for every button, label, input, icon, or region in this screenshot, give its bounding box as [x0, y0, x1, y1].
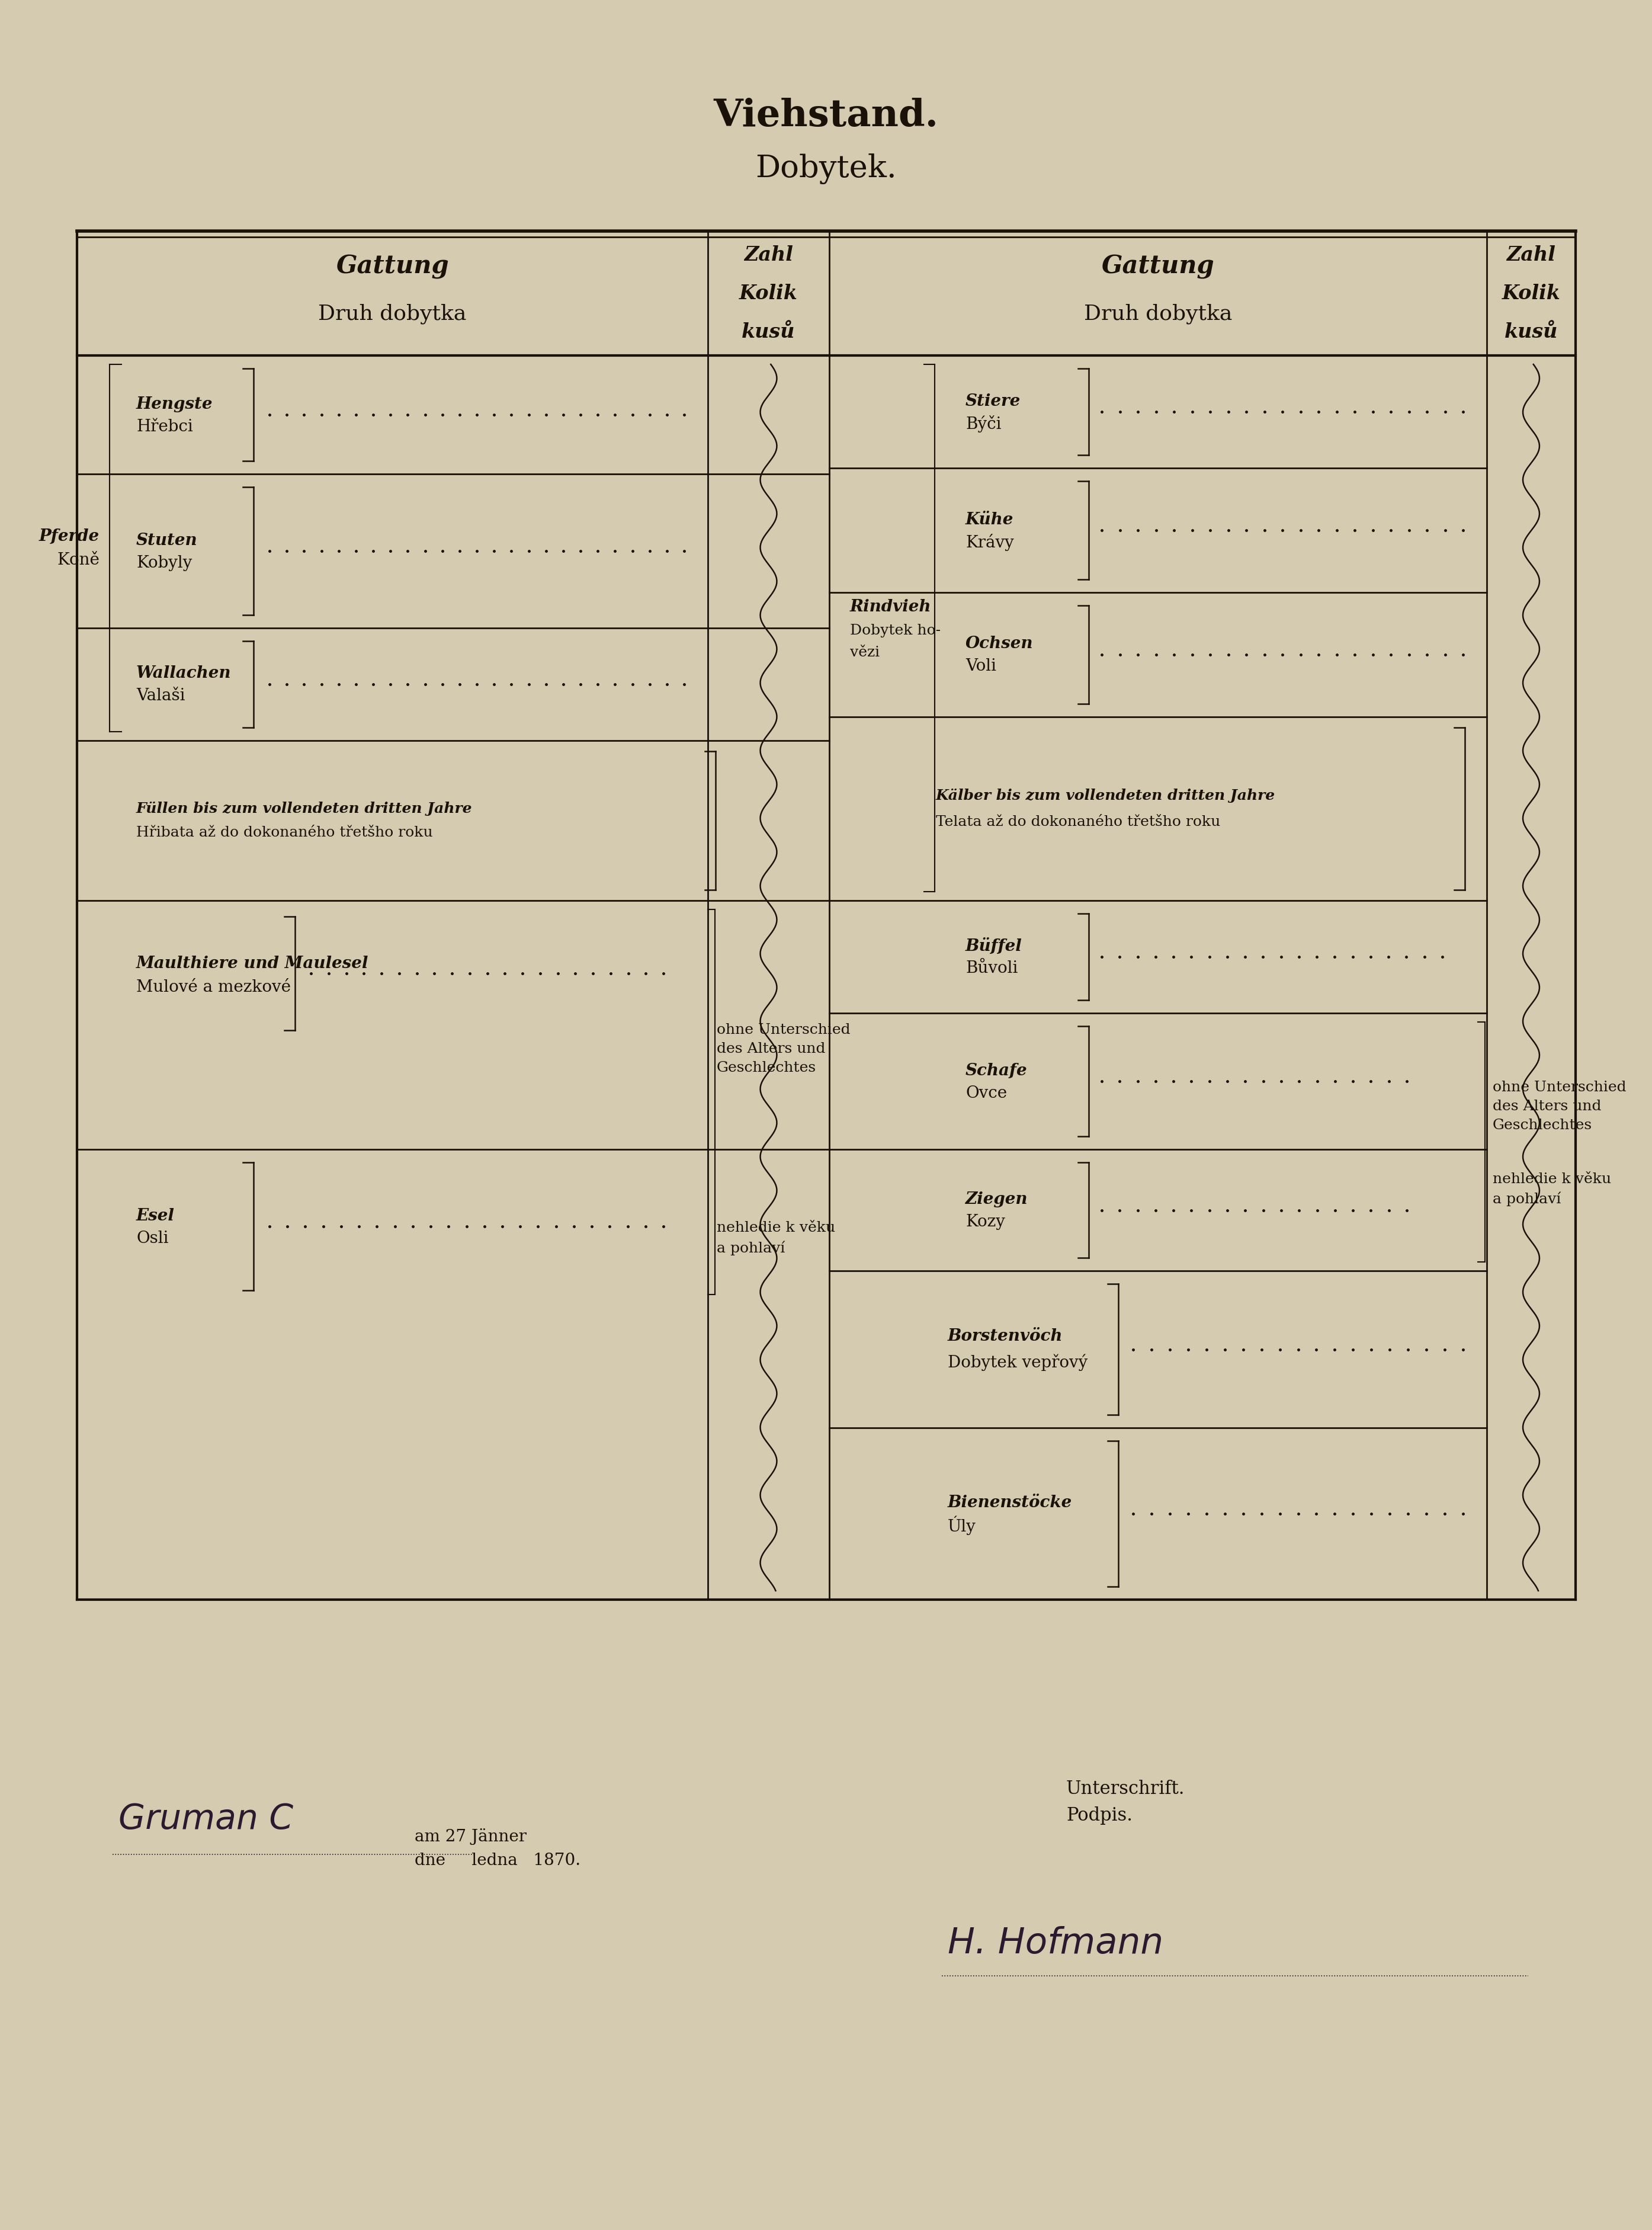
Text: Zahl: Zahl: [743, 245, 793, 265]
Text: Dobytek.: Dobytek.: [755, 154, 897, 185]
Text: Telata až do dokonaného třetšho roku: Telata až do dokonaného třetšho roku: [937, 814, 1221, 830]
Text: Voli: Voli: [965, 658, 996, 673]
Text: dne     ledna   1870.: dne ledna 1870.: [415, 1853, 580, 1869]
Text: Úly: Úly: [948, 1516, 976, 1534]
Text: H. Hofmann: H. Hofmann: [948, 1927, 1163, 1960]
Text: Hřebci: Hřebci: [135, 419, 193, 435]
Text: Kozy: Kozy: [965, 1213, 1004, 1231]
Text: Bůvoli: Bůvoli: [965, 961, 1018, 977]
Text: Rindvieh: Rindvieh: [851, 600, 932, 615]
Text: Füllen bis zum vollendeten dritten Jahre: Füllen bis zum vollendeten dritten Jahre: [135, 801, 472, 816]
Text: ohne Unterschied
des Alters und
Geschlechtes: ohne Unterschied des Alters und Geschlec…: [1493, 1082, 1626, 1133]
Text: Wallachen: Wallachen: [135, 665, 231, 682]
Text: Gattung: Gattung: [335, 254, 449, 279]
Text: Gruman C: Gruman C: [119, 1802, 294, 1835]
Text: Kobyly: Kobyly: [135, 555, 192, 571]
Text: Bienenstöcke: Bienenstöcke: [948, 1494, 1072, 1512]
Text: Podpis.: Podpis.: [1066, 1806, 1133, 1824]
Text: Kälber bis zum vollendeten dritten Jahre: Kälber bis zum vollendeten dritten Jahre: [937, 789, 1275, 803]
Text: Gattung: Gattung: [1102, 254, 1214, 279]
Text: Zahl: Zahl: [1507, 245, 1556, 265]
Text: Ochsen: Ochsen: [965, 636, 1032, 651]
Text: Maulthiere und Maulesel: Maulthiere und Maulesel: [135, 954, 368, 972]
Text: Kolik: Kolik: [1502, 283, 1561, 303]
Text: Stuten: Stuten: [135, 533, 198, 549]
Text: Dobytek vepřový: Dobytek vepřový: [948, 1354, 1087, 1371]
Text: Stiere: Stiere: [965, 392, 1021, 408]
Text: Ovce: Ovce: [965, 1086, 1008, 1102]
Text: nehledie k věku
a pohlaví: nehledie k věku a pohlaví: [717, 1222, 836, 1255]
Text: Borstenvöch: Borstenvöch: [948, 1329, 1062, 1345]
Text: Krávy: Krávy: [965, 533, 1014, 551]
Text: Kolik: Kolik: [738, 283, 798, 303]
Text: Osli: Osli: [135, 1231, 169, 1247]
Text: kusů: kusů: [742, 321, 795, 341]
Text: vězi: vězi: [851, 647, 879, 660]
Text: Býči: Býči: [965, 415, 1001, 433]
Text: am 27 Jänner: am 27 Jänner: [415, 1829, 527, 1844]
Text: Druh dobytka: Druh dobytka: [1084, 303, 1232, 323]
Text: Dobytek ho-: Dobytek ho-: [851, 624, 940, 638]
Text: ohne Unterschied
des Alters und
Geschlechtes: ohne Unterschied des Alters und Geschlec…: [717, 1024, 851, 1075]
Text: Valaši: Valaši: [135, 689, 185, 705]
Text: Ziegen: Ziegen: [965, 1191, 1028, 1206]
Text: Schafe: Schafe: [965, 1061, 1028, 1079]
Text: Unterschrift.: Unterschrift.: [1066, 1780, 1184, 1797]
Text: Hřibata až do dokonaného třetšho roku: Hřibata až do dokonaného třetšho roku: [135, 825, 433, 838]
Text: Esel: Esel: [135, 1209, 175, 1224]
Text: Büffel: Büffel: [965, 939, 1023, 954]
Text: Hengste: Hengste: [135, 397, 213, 413]
Text: kusů: kusů: [1505, 321, 1558, 341]
Text: Koně: Koně: [58, 551, 104, 569]
Text: Kühe: Kühe: [965, 511, 1014, 529]
Text: Pferde: Pferde: [38, 529, 104, 544]
Text: nehledie k věku
a pohlaví: nehledie k věku a pohlaví: [1493, 1173, 1611, 1206]
Text: Druh dobytka: Druh dobytka: [319, 303, 466, 323]
Text: Mulové a mezkové: Mulové a mezkové: [135, 979, 291, 995]
Text: Viehstand.: Viehstand.: [714, 98, 938, 134]
